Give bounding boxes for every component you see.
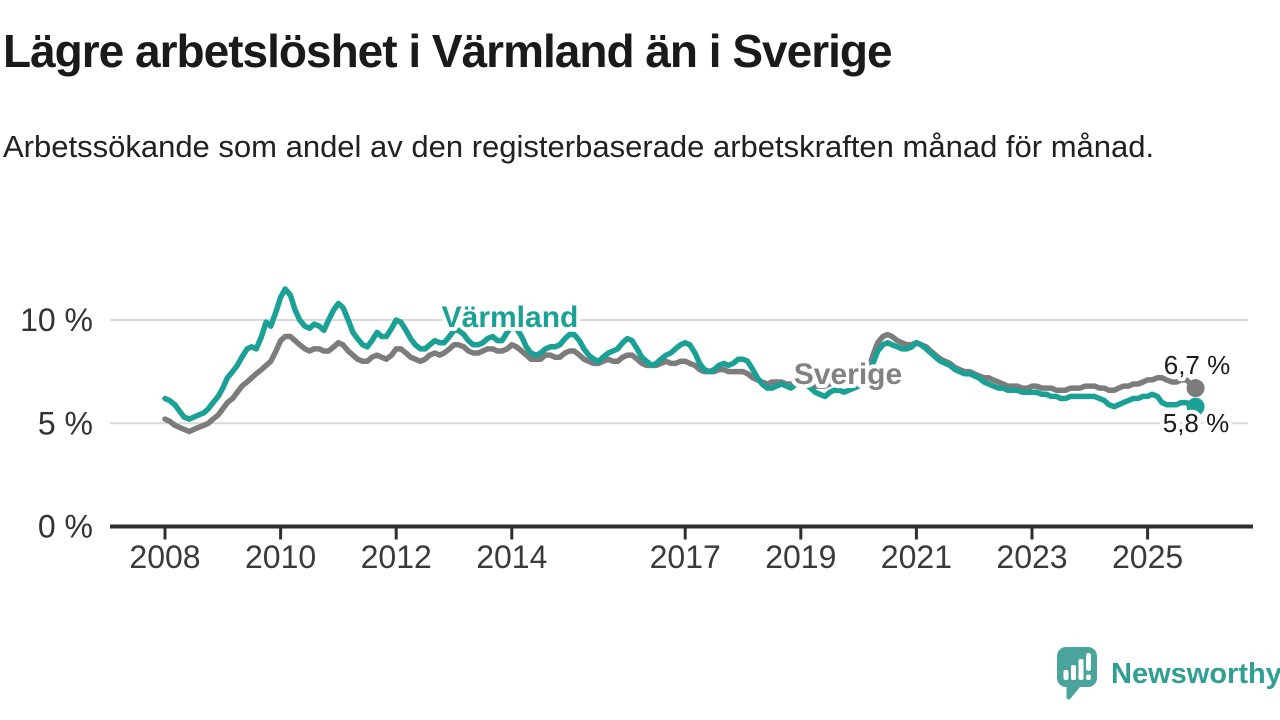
x-axis-label-2008: 2008 xyxy=(129,539,200,575)
page-title: Lägre arbetslöshet i Värmland än i Sveri… xyxy=(3,25,893,77)
y-axis-label-0: 0 % xyxy=(38,509,93,545)
x-axis-label-2012: 2012 xyxy=(361,539,432,575)
end-value-label-vrmland: 5,8 % xyxy=(1163,408,1230,438)
end-value-label-sverige: 6,7 % xyxy=(1164,350,1231,380)
series-label-sverige: Sverige xyxy=(794,358,902,391)
x-axis-label-2010: 2010 xyxy=(245,539,316,575)
newsworthy-logo: Newsworthy xyxy=(1057,647,1280,700)
series-line-sverige xyxy=(162,331,1199,435)
end-dot-vrmland xyxy=(1186,397,1205,416)
x-axis-label-2025: 2025 xyxy=(1112,539,1183,575)
x-axis-label-2019: 2019 xyxy=(765,539,836,575)
x-axis-label-2023: 2023 xyxy=(996,539,1067,575)
y-axis-label-10: 10 % xyxy=(20,302,93,338)
end-dot-sverige xyxy=(1186,379,1205,398)
x-axis-label-2014: 2014 xyxy=(476,539,547,575)
x-axis-label-2017: 2017 xyxy=(650,539,721,575)
newsworthy-wordmark: Newsworthy xyxy=(1111,658,1280,690)
series-label-vrmland: Värmland xyxy=(442,301,579,334)
chart-subtitle: Arbetssökande som andel av den registerb… xyxy=(3,129,1155,164)
unemployment-line-chart: 0 % 5 % 10 % 2008 2010 2012 2014 2017 2019 2021 20… xyxy=(20,286,1253,575)
series-line-vrmland xyxy=(162,286,1199,422)
newsworthy-mark-icon xyxy=(1057,647,1097,700)
x-axis-label-2021: 2021 xyxy=(881,539,952,575)
y-axis-label-5: 5 % xyxy=(38,405,93,441)
